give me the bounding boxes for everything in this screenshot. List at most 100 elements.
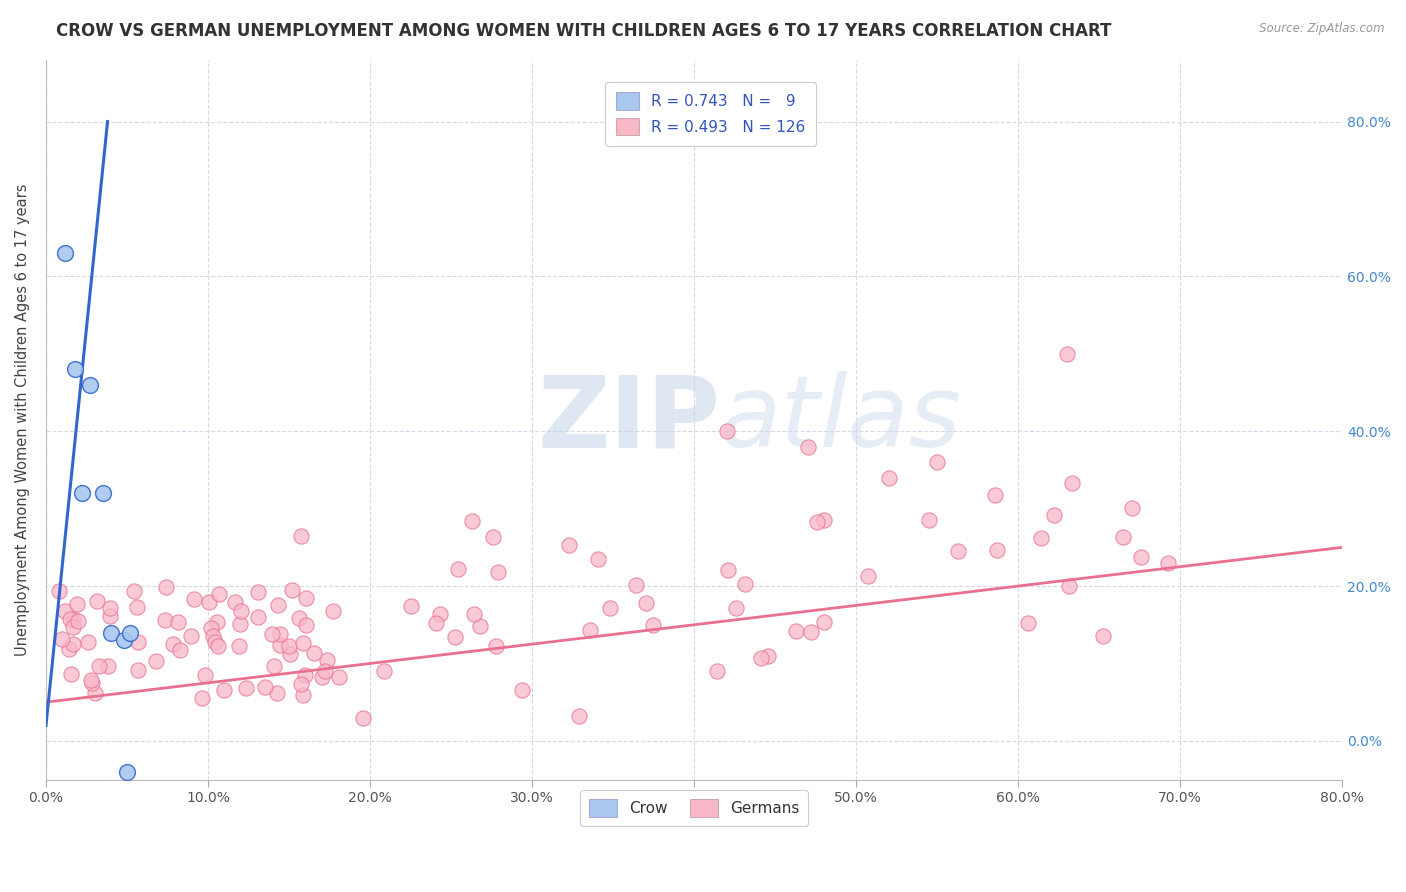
Point — [918, 513, 941, 527]
Point — [447, 562, 470, 576]
Point — [1029, 532, 1052, 546]
Point — [758, 648, 780, 663]
Point — [204, 635, 226, 649]
Point — [100, 625, 122, 640]
Point — [488, 566, 510, 580]
Point — [294, 668, 316, 682]
Point — [1043, 508, 1066, 522]
Point — [1091, 629, 1114, 643]
Point — [51, 632, 73, 647]
Point — [208, 587, 231, 601]
Point — [288, 611, 311, 625]
Point — [481, 530, 503, 544]
Point — [443, 630, 465, 644]
Point — [877, 471, 900, 485]
Point — [62, 620, 84, 634]
Text: Source: ZipAtlas.com: Source: ZipAtlas.com — [1260, 22, 1385, 36]
Point — [167, 615, 190, 630]
Point — [353, 711, 375, 725]
Point — [62, 612, 84, 626]
Point — [124, 583, 146, 598]
Point — [986, 543, 1008, 558]
Point — [120, 625, 142, 640]
Point — [79, 377, 101, 392]
Point — [1121, 501, 1143, 516]
Point — [190, 690, 212, 705]
Point — [235, 681, 257, 696]
Point — [290, 529, 312, 543]
Point — [128, 635, 150, 649]
Point — [212, 682, 235, 697]
Point — [290, 677, 312, 691]
Point — [751, 650, 773, 665]
Point — [328, 670, 350, 684]
Text: atlas: atlas — [720, 371, 962, 468]
Point — [112, 633, 135, 648]
Point — [1056, 347, 1078, 361]
Point — [643, 618, 665, 632]
Point — [155, 581, 177, 595]
Point — [1112, 530, 1135, 544]
Point — [207, 639, 229, 653]
Point — [91, 486, 114, 500]
Point — [269, 638, 291, 652]
Point — [294, 618, 316, 632]
Point — [568, 709, 591, 723]
Point — [858, 569, 880, 583]
Point — [485, 639, 508, 653]
Point — [599, 601, 621, 615]
Point — [796, 440, 818, 454]
Point — [127, 664, 149, 678]
Point — [66, 597, 89, 611]
Text: CROW VS GERMAN UNEMPLOYMENT AMONG WOMEN WITH CHILDREN AGES 6 TO 17 YEARS CORRELA: CROW VS GERMAN UNEMPLOYMENT AMONG WOMEN … — [56, 22, 1112, 40]
Point — [266, 685, 288, 699]
Point — [806, 515, 828, 529]
Point — [193, 667, 215, 681]
Point — [470, 619, 492, 633]
Point — [373, 665, 395, 679]
Point — [83, 686, 105, 700]
Point — [207, 615, 229, 629]
Point — [89, 659, 111, 673]
Point — [634, 595, 657, 609]
Point — [1017, 615, 1039, 630]
Point — [278, 639, 301, 653]
Point — [278, 647, 301, 661]
Point — [260, 627, 283, 641]
Point — [202, 629, 225, 643]
Point — [725, 600, 748, 615]
Point — [292, 636, 315, 650]
Point — [1130, 549, 1153, 564]
Point — [229, 616, 252, 631]
Point — [1157, 556, 1180, 570]
Y-axis label: Unemployment Among Women with Children Ages 6 to 17 years: Unemployment Among Women with Children A… — [15, 184, 30, 656]
Point — [145, 654, 167, 668]
Point — [246, 610, 269, 624]
Point — [425, 616, 447, 631]
Point — [86, 594, 108, 608]
Point — [463, 607, 485, 622]
Point — [734, 577, 756, 591]
Point — [183, 592, 205, 607]
Point — [314, 664, 336, 678]
Point — [200, 621, 222, 635]
Point — [785, 624, 807, 638]
Point — [59, 612, 82, 626]
Point — [197, 595, 219, 609]
Point — [315, 653, 337, 667]
Point — [813, 512, 835, 526]
Point — [98, 600, 121, 615]
Point — [983, 488, 1005, 502]
Point — [460, 514, 482, 528]
Point — [558, 538, 581, 552]
Point — [429, 607, 451, 621]
Point — [80, 676, 103, 690]
Point — [706, 665, 728, 679]
Point — [267, 599, 290, 613]
Point — [153, 613, 176, 627]
Point — [76, 634, 98, 648]
Point — [97, 659, 120, 673]
Point — [322, 604, 344, 618]
Point — [125, 599, 148, 614]
Point — [70, 486, 93, 500]
